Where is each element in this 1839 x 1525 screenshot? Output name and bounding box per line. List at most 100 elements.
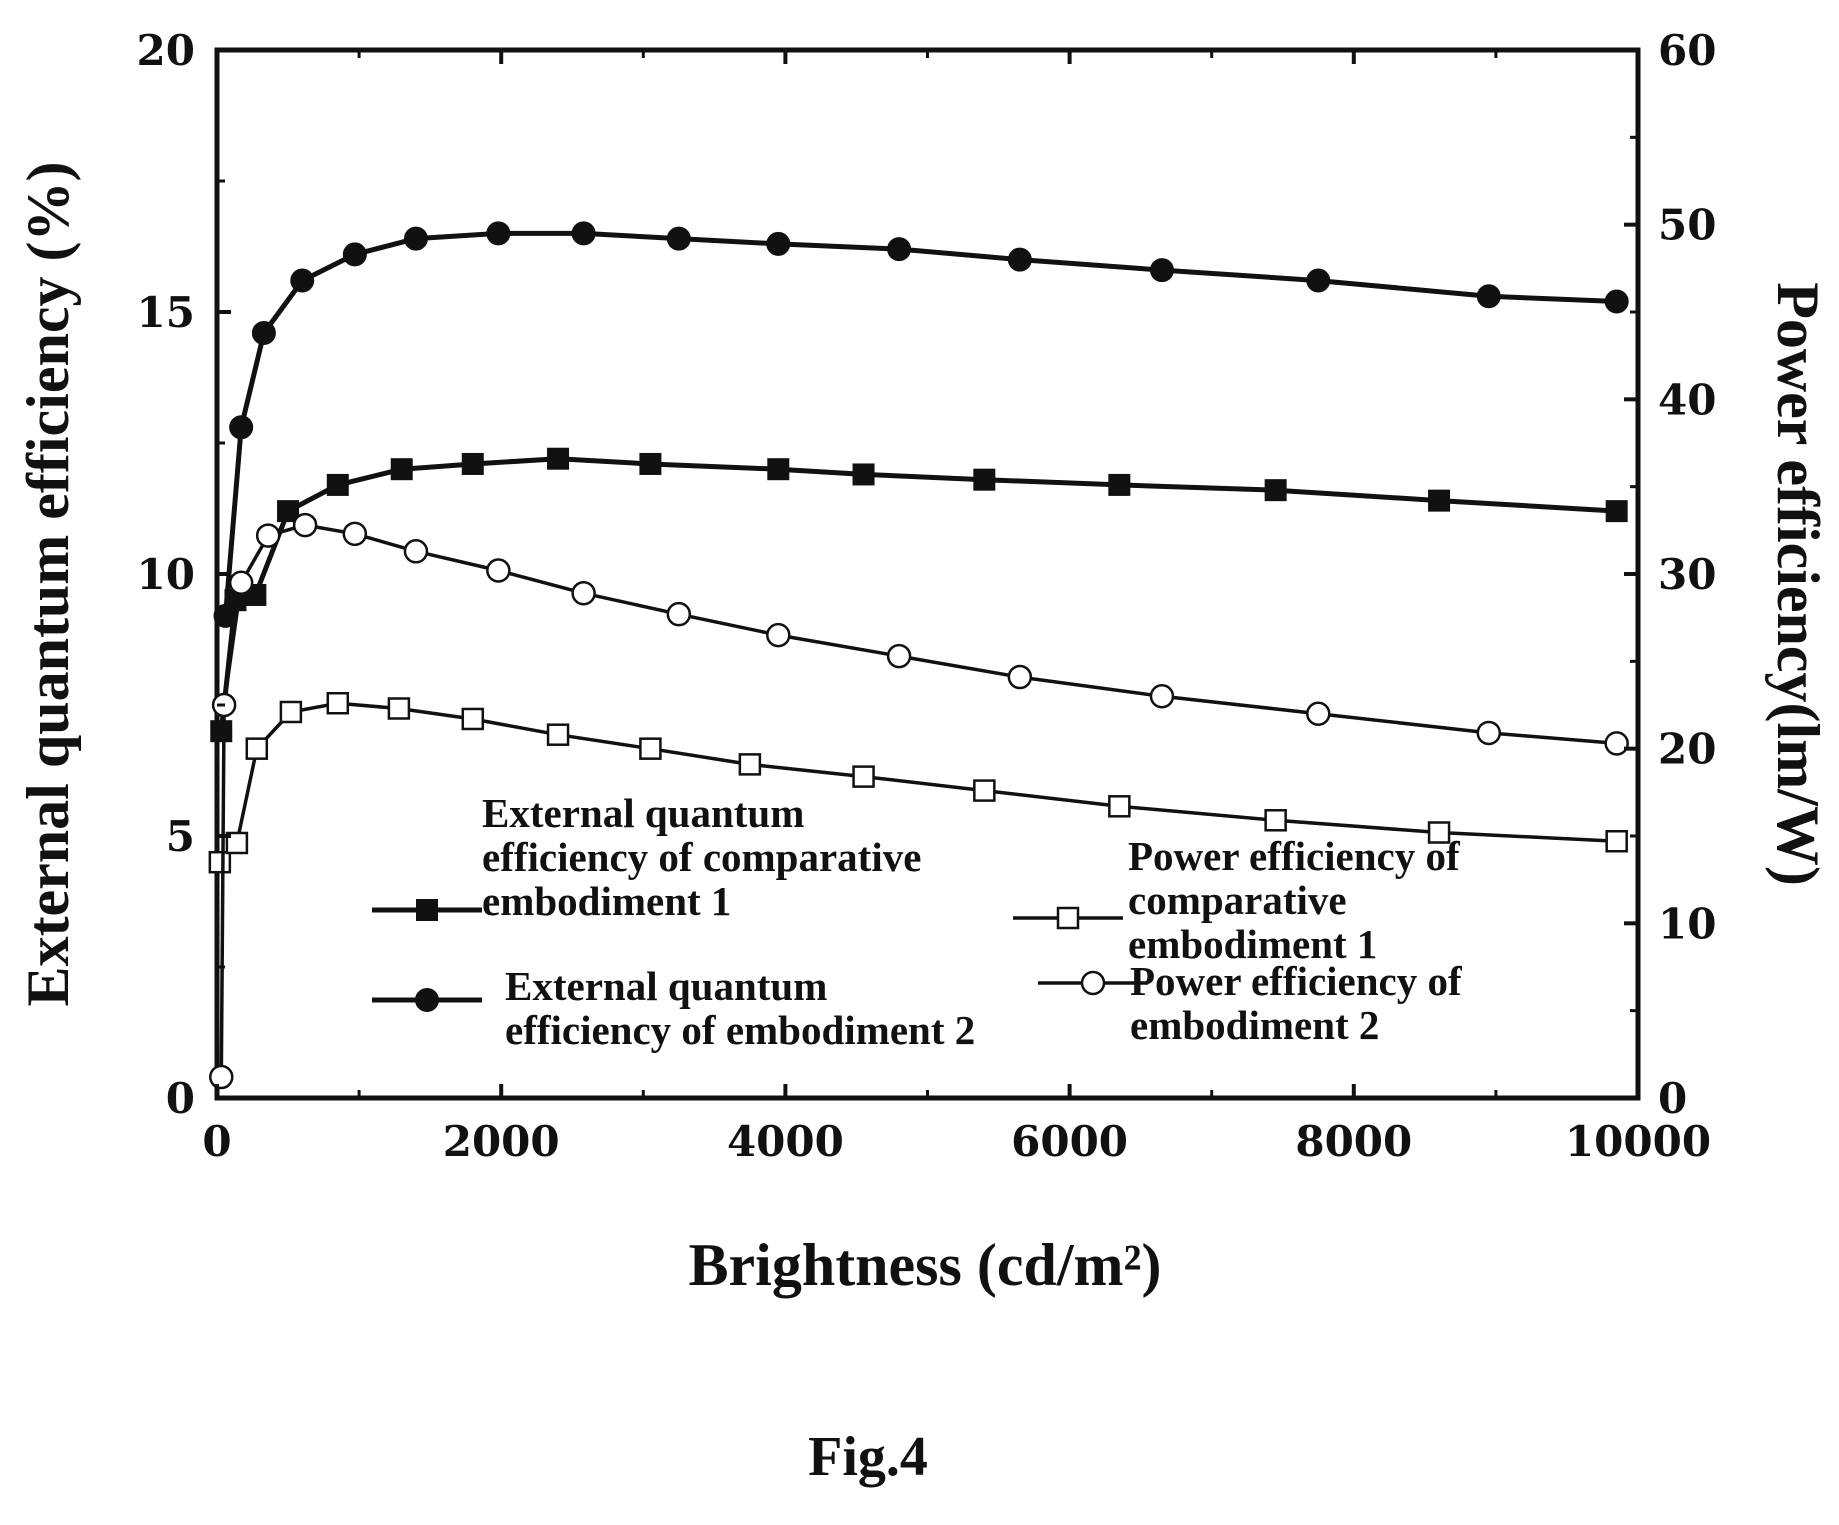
y-right-tick-label: 0 bbox=[1658, 1074, 1687, 1123]
series-line bbox=[218, 701, 1617, 864]
legend-label: Power efficiency of bbox=[1130, 958, 1463, 1004]
data-point bbox=[279, 700, 303, 724]
y-right-tick-label: 20 bbox=[1658, 725, 1716, 774]
data-point bbox=[1306, 268, 1331, 293]
data-point bbox=[1605, 829, 1628, 853]
series-pe_emb2 bbox=[209, 512, 1629, 1090]
series-layer bbox=[208, 221, 1629, 1090]
data-point bbox=[1108, 473, 1131, 496]
data-point bbox=[1007, 247, 1032, 272]
data-point bbox=[738, 753, 762, 776]
data-point bbox=[326, 692, 350, 715]
data-point bbox=[887, 237, 912, 262]
data-point bbox=[1149, 684, 1175, 709]
data-point bbox=[1108, 795, 1131, 818]
data-point bbox=[326, 473, 349, 496]
y-left-tick-label: 5 bbox=[166, 812, 195, 861]
legend-entry-pe_comp1: Power efficiency ofcomparativeembodiment… bbox=[1013, 833, 1461, 967]
data-point bbox=[766, 622, 791, 648]
data-point bbox=[290, 268, 315, 293]
plot-frame bbox=[214, 47, 1641, 1101]
data-point bbox=[342, 521, 368, 547]
data-point bbox=[245, 737, 269, 760]
y-left-tick-label: 15 bbox=[137, 288, 195, 337]
data-point bbox=[1264, 809, 1287, 832]
legend-label: embodiment 2 bbox=[1130, 1002, 1379, 1048]
legend-swatch-marker bbox=[415, 988, 439, 1012]
legend-label: efficiency of embodiment 2 bbox=[505, 1007, 975, 1053]
data-point bbox=[766, 231, 791, 256]
data-point bbox=[403, 539, 429, 564]
data-point bbox=[292, 512, 318, 538]
data-point bbox=[342, 242, 367, 267]
data-point bbox=[1604, 289, 1629, 314]
data-point bbox=[571, 221, 596, 246]
data-point bbox=[277, 500, 300, 523]
data-point bbox=[547, 447, 570, 470]
data-point bbox=[1149, 258, 1174, 283]
data-point bbox=[1476, 284, 1501, 309]
legend-label: embodiment 1 bbox=[1128, 921, 1377, 967]
data-point bbox=[852, 765, 875, 788]
data-point bbox=[486, 221, 511, 246]
legend-swatch-marker bbox=[1056, 906, 1080, 930]
data-point bbox=[229, 415, 254, 440]
x-tick-label: 2000 bbox=[443, 1117, 560, 1166]
data-point bbox=[973, 779, 996, 802]
y-left-tick-label: 10 bbox=[137, 550, 195, 599]
data-point bbox=[1428, 489, 1451, 512]
legend-swatch-marker bbox=[416, 899, 438, 921]
data-point bbox=[1476, 720, 1502, 746]
data-point bbox=[209, 1064, 234, 1090]
y-left-tick-label: 20 bbox=[137, 26, 195, 75]
y-right-tick-label: 10 bbox=[1658, 899, 1716, 948]
data-point bbox=[852, 463, 875, 486]
data-point bbox=[546, 723, 570, 746]
x-tick-label: 6000 bbox=[1011, 1117, 1128, 1166]
series-eqe_emb2 bbox=[213, 221, 1629, 628]
data-point bbox=[255, 523, 281, 548]
data-point bbox=[1604, 731, 1629, 756]
legend-label: External quantum bbox=[482, 790, 804, 836]
series-line bbox=[218, 456, 1617, 732]
data-point bbox=[1264, 479, 1287, 502]
axis-ticks bbox=[215, 48, 1640, 1100]
x-tick-label: 4000 bbox=[727, 1117, 844, 1166]
y-right-tick-label: 40 bbox=[1658, 375, 1716, 424]
y-left-axis-title: External quantum efficiency (%) bbox=[15, 162, 81, 1007]
y-right-axis-title: Power efficiency(lm/W) bbox=[1765, 282, 1831, 886]
data-point bbox=[225, 831, 249, 855]
x-tick-label: 10000 bbox=[1565, 1117, 1711, 1166]
data-point bbox=[1007, 664, 1033, 690]
data-point bbox=[461, 707, 485, 731]
data-point bbox=[1605, 500, 1628, 523]
legend-label: External quantum bbox=[505, 963, 827, 1009]
plot-border bbox=[214, 47, 1641, 1101]
y-left-tick-label: 0 bbox=[166, 1074, 195, 1123]
data-point bbox=[213, 603, 238, 628]
y-right-tick-label: 50 bbox=[1658, 201, 1716, 250]
legend-swatch-marker bbox=[1080, 970, 1106, 996]
x-tick-label: 8000 bbox=[1295, 1117, 1412, 1166]
legend-label: efficiency of comparative bbox=[482, 834, 921, 880]
data-point bbox=[461, 452, 484, 475]
data-point bbox=[228, 570, 254, 595]
series-pe_comp1 bbox=[208, 692, 1628, 874]
y-right-tick-label: 60 bbox=[1658, 26, 1716, 75]
x-axis-title: Brightness (cd/m²) bbox=[689, 1232, 1162, 1298]
data-point bbox=[666, 601, 692, 627]
data-point bbox=[390, 458, 413, 481]
data-point bbox=[666, 226, 691, 251]
legend-label: Power efficiency of bbox=[1128, 833, 1461, 879]
data-point bbox=[1427, 821, 1451, 844]
data-point bbox=[210, 720, 233, 743]
data-point bbox=[639, 452, 662, 475]
data-point bbox=[639, 737, 662, 760]
data-point bbox=[486, 558, 511, 583]
series-line bbox=[223, 230, 1617, 617]
